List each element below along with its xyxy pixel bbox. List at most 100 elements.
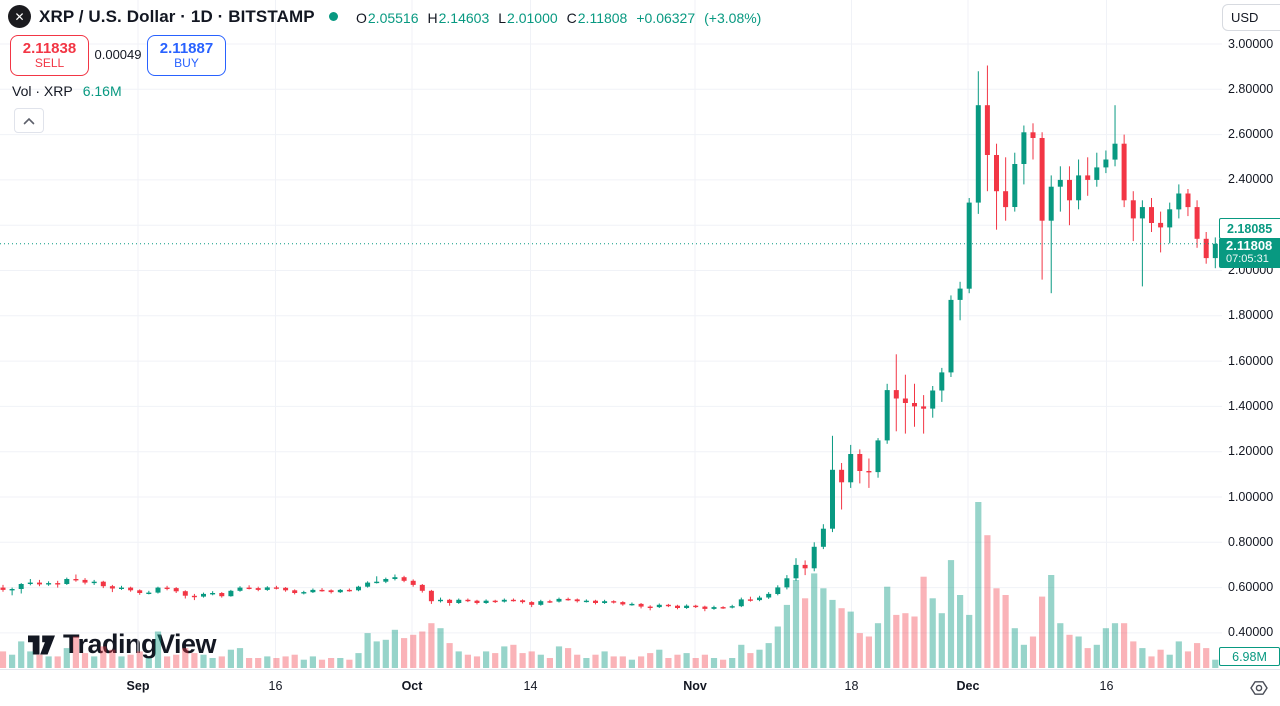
last-price-value: 2.11808 [1226, 237, 1273, 253]
candle-body [848, 454, 854, 483]
low-label: L [498, 10, 507, 26]
volume-bar [45, 656, 52, 668]
candle-body [966, 202, 972, 289]
candle-body [747, 599, 753, 601]
time-tick-label: Sep [126, 679, 150, 693]
candle-body [109, 586, 115, 589]
volume-bar [874, 623, 882, 668]
candle-body [9, 589, 15, 591]
candle-body [483, 600, 489, 603]
candle-body [1121, 143, 1127, 201]
volume-bar [911, 616, 918, 668]
volume-bar [373, 641, 380, 668]
price-tick-label: 0.40000 [1228, 625, 1274, 640]
candle-body [64, 579, 70, 584]
candle-body [100, 581, 106, 587]
volume-bar [765, 643, 772, 668]
volume-bar [227, 649, 234, 668]
ohlc-readout: O 2.05516 H 2.14603 L 2.01000 C 2.11808 +0.0… [356, 10, 761, 26]
volume-bar [1130, 641, 1137, 668]
candle-body [27, 582, 33, 584]
volume-bar [382, 639, 389, 668]
candle-body [802, 564, 808, 569]
candle-body [0, 587, 6, 590]
volume-bar [1057, 623, 1064, 668]
volume-bar [528, 651, 535, 668]
axis-settings-gear-icon[interactable] [1249, 678, 1269, 698]
price-chart-canvas[interactable] [0, 0, 1222, 668]
volume-bar [136, 651, 143, 668]
volume-bar [1212, 659, 1219, 668]
candle-body [620, 602, 626, 605]
low-value: 2.01000 [507, 10, 558, 26]
volume-bar [309, 656, 316, 668]
candle-body [538, 601, 544, 605]
volume-bar [27, 651, 34, 668]
high-label: H [427, 10, 438, 26]
candle-body [37, 582, 42, 585]
price-axis[interactable]: 3.000002.800002.600002.400002.200002.000… [1222, 0, 1280, 668]
volume-bar [401, 638, 408, 668]
candle-body [574, 599, 580, 602]
candle-body [1203, 238, 1209, 259]
volume-bar [902, 613, 909, 668]
close-value: 2.11808 [577, 10, 628, 26]
volume-bar [1029, 636, 1037, 668]
volume-bar [665, 658, 672, 668]
volume-bar [9, 654, 16, 668]
candle-body [711, 607, 717, 609]
symbol-title[interactable]: XRP / U.S. Dollar · 1D · BITSTAMP [39, 6, 315, 26]
price-tick-label: 1.80000 [1228, 308, 1274, 323]
volume-bar [1194, 643, 1201, 668]
candle-body [82, 579, 88, 583]
time-tick-label: Dec [956, 679, 980, 693]
currency-selector-button[interactable]: USD [1222, 4, 1280, 31]
grid-lines [0, 0, 1222, 668]
open-value: 2.05516 [367, 10, 419, 26]
volume-bar [483, 651, 490, 668]
price-tick-label: 1.40000 [1228, 398, 1274, 413]
volume-bar [337, 658, 344, 668]
volume-bar [54, 656, 61, 668]
collapse-legend-button[interactable] [14, 108, 44, 133]
tradingview-watermark[interactable]: TradingView [28, 629, 217, 660]
buy-button[interactable]: 2.11887 BUY [147, 35, 226, 76]
volume-bar [1203, 648, 1210, 668]
candle-body [830, 469, 835, 529]
time-tick-label: Nov [683, 679, 707, 693]
candle-body [784, 578, 790, 588]
volume-bar [811, 573, 818, 668]
candle-body [164, 587, 170, 589]
sell-button[interactable]: 2.11838 SELL [10, 35, 89, 76]
volume-bar [1066, 634, 1073, 668]
market-status-dot-icon [328, 12, 338, 21]
volume-bar [774, 626, 781, 668]
buy-label: BUY [174, 56, 199, 71]
candle-body [1012, 164, 1018, 207]
volume-bar [710, 658, 718, 668]
candle-body [182, 591, 188, 596]
volume-bar [884, 586, 891, 668]
volume-bar [173, 654, 180, 668]
candle-body [301, 592, 307, 594]
time-tick-label: 16 [1099, 679, 1114, 693]
candle-body [428, 590, 434, 602]
time-axis[interactable]: Sep 16 Oct 14 Nov 18 Dec 16 [0, 669, 1280, 706]
candle-body [1139, 207, 1145, 219]
candle-body [912, 403, 917, 407]
volume-bar [291, 654, 298, 668]
volume-bar [437, 628, 444, 668]
volume-bar [729, 658, 736, 668]
volume-bar [802, 598, 809, 668]
xrp-coin-icon: ✕ [8, 5, 31, 28]
time-tick-label: Oct [401, 679, 423, 693]
volume-bar [154, 631, 162, 668]
volume-bar [72, 636, 79, 668]
candle-body [392, 577, 398, 579]
volume-bar [182, 648, 189, 668]
volume-axis-label: 6.98M [1219, 647, 1280, 666]
volume-bar [638, 656, 645, 668]
volume-bar [792, 580, 800, 668]
volume-bar [519, 653, 526, 668]
volume-bar [0, 651, 7, 668]
